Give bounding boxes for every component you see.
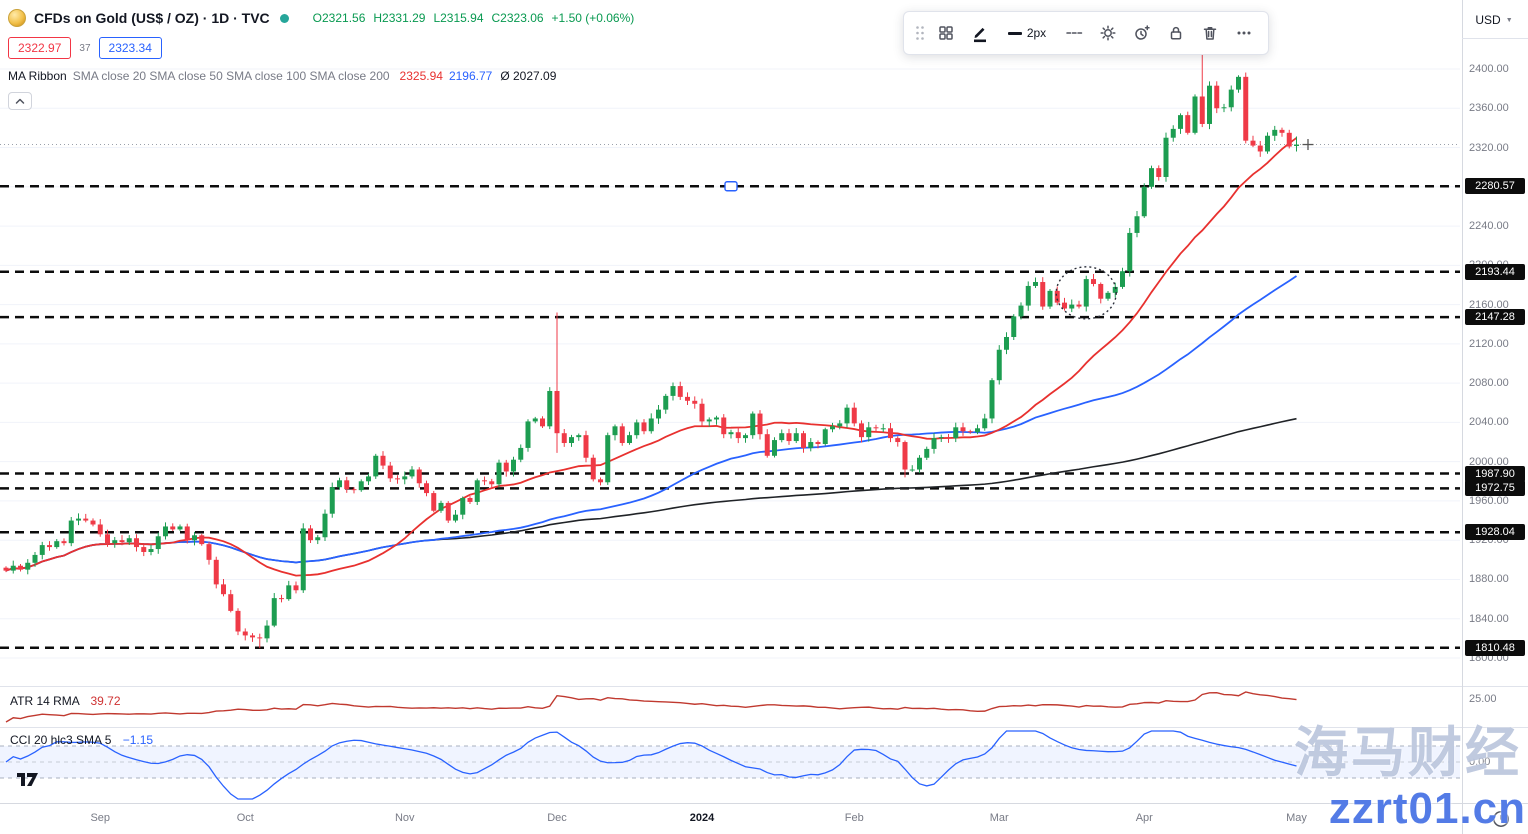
- ma-ribbon-legend: MA Ribbon SMA close 20 SMA close 50 SMA c…: [8, 69, 634, 83]
- price-level-badge: 2280.57: [1465, 178, 1525, 195]
- ohlc-high: H2331.29: [373, 11, 426, 25]
- symbol-row: CFDs on Gold (US$ / OZ) · 1D · TVC O2321…: [8, 8, 634, 28]
- sell-button[interactable]: 2322.97: [8, 37, 72, 59]
- ohlc-open: O2321.56: [312, 11, 366, 25]
- cci-tick-label: 0.00: [1469, 756, 1491, 768]
- price-tick-label: 2160.00: [1469, 298, 1509, 311]
- dashed-line-icon: [1066, 32, 1083, 34]
- time-axis[interactable]: Sep Oct Nov Dec 2024 Feb Mar Apr May: [0, 803, 1528, 834]
- style-template-button[interactable]: [930, 17, 962, 49]
- ohlc-values: O2321.56 H2331.29 L2315.94 C2323.06 +1.5…: [313, 11, 635, 25]
- atr-value: 39.72: [90, 694, 121, 708]
- currency-label: USD: [1475, 13, 1501, 27]
- drag-handle-icon[interactable]: [912, 17, 928, 49]
- alert-clock-plus-icon: [1135, 25, 1150, 40]
- currency-selector[interactable]: USD ▼: [1464, 6, 1524, 34]
- ohlc-low: L2315.94: [433, 11, 484, 25]
- price-tick-label: 1960.00: [1469, 494, 1509, 507]
- clock-icon[interactable]: [1492, 810, 1510, 828]
- gear-icon: [1100, 25, 1116, 41]
- time-axis-label: Feb: [844, 812, 864, 824]
- time-axis-label: Oct: [236, 812, 254, 824]
- settings-button[interactable]: [1092, 17, 1124, 49]
- ma-ribbon-title: MA Ribbon: [8, 69, 67, 83]
- price-level-badge: 1928.04: [1465, 524, 1525, 541]
- price-tick-label: 2080.00: [1469, 377, 1509, 390]
- price-axis[interactable]: 2400.002360.002320.002280.002240.002200.…: [1462, 0, 1528, 834]
- drawing-toolbar: 2px: [903, 11, 1269, 55]
- line-width-label: 2px: [1026, 26, 1047, 40]
- ma-ribbon-value-50: 2196.77: [448, 69, 493, 83]
- tradingview-logo[interactable]: [16, 770, 40, 793]
- line-sample-icon: [1007, 31, 1022, 35]
- line-width-button[interactable]: 2px: [998, 17, 1056, 49]
- time-axis-label: Nov: [394, 812, 415, 824]
- price-tick-label: 2400.00: [1469, 63, 1509, 75]
- template-grid-icon: [939, 26, 953, 40]
- spread-value: 37: [79, 42, 91, 54]
- price-level-badge: 1972.75: [1465, 480, 1525, 497]
- collapse-legend-button[interactable]: [8, 92, 32, 110]
- cci-value: −1.15: [122, 733, 154, 747]
- lock-icon: [1170, 26, 1182, 40]
- price-level-badge: 2147.28: [1465, 309, 1525, 326]
- ma-ribbon-value-20: 2325.94: [399, 69, 443, 83]
- time-axis-label: May: [1286, 812, 1307, 824]
- chart-legend: CFDs on Gold (US$ / OZ) · 1D · TVC O2321…: [8, 8, 634, 110]
- time-axis-label: 2024: [689, 812, 715, 824]
- atr-legend: ATR 14 RMA 39.72: [10, 694, 121, 708]
- price-level-badge: 2193.44: [1465, 263, 1525, 280]
- time-axis-label: Apr: [1135, 812, 1153, 824]
- time-axis-label: Sep: [90, 812, 111, 824]
- chevron-up-icon: [15, 98, 25, 104]
- color-picker-button[interactable]: [964, 17, 996, 49]
- lock-button[interactable]: [1160, 17, 1192, 49]
- time-axis-label: Mar: [989, 812, 1009, 824]
- atr-tick-label: 25.00: [1469, 693, 1497, 706]
- price-level-badge: 1987.90: [1465, 465, 1525, 482]
- ma-ribbon-params: SMA close 20 SMA close 50 SMA close 100 …: [72, 69, 390, 83]
- time-axis-label: Dec: [547, 812, 567, 824]
- ohlc-close: C2323.06: [491, 11, 544, 25]
- market-status-icon: [279, 13, 289, 23]
- price-tick-label: 2240.00: [1469, 220, 1509, 233]
- ma-ribbon-value-200: Ø 2027.09: [500, 69, 557, 83]
- cci-legend: CCI 20 hlc3 SMA 5 −1.15: [10, 733, 153, 747]
- buy-button[interactable]: 2323.34: [98, 37, 162, 59]
- add-alert-button[interactable]: [1126, 17, 1158, 49]
- price-tick-label: 2040.00: [1469, 416, 1509, 429]
- price-tick-label: 2000.00: [1469, 455, 1509, 468]
- chevron-down-icon: ▼: [1505, 16, 1513, 24]
- delete-button[interactable]: [1194, 17, 1226, 49]
- price-tick-label: 2120.00: [1469, 337, 1509, 350]
- quote-row: 2322.97 37 2323.34: [8, 37, 634, 59]
- price-tick-label: 2360.00: [1469, 102, 1509, 115]
- price-tick-label: 1840.00: [1469, 612, 1509, 625]
- ohlc-change: +1.50 (+0.06%): [551, 11, 635, 25]
- symbol-title[interactable]: CFDs on Gold (US$ / OZ) · 1D · TVC: [34, 10, 270, 26]
- tradingview-logo-icon: [17, 773, 38, 786]
- line-style-button[interactable]: [1058, 17, 1090, 49]
- pencil-icon: [974, 27, 986, 43]
- atr-title: ATR 14 RMA: [10, 694, 80, 708]
- price-tick-label: 2320.00: [1469, 141, 1509, 154]
- trash-icon: [1203, 27, 1217, 40]
- ellipsis-icon: [1237, 31, 1251, 35]
- price-tick-label: 1880.00: [1469, 573, 1509, 586]
- cci-title: CCI 20 hlc3 SMA 5: [10, 733, 112, 747]
- gold-coin-icon: [8, 9, 26, 27]
- price-level-badge: 1810.48: [1465, 639, 1525, 656]
- axis-header-separator: [1462, 38, 1528, 39]
- more-options-button[interactable]: [1228, 17, 1260, 49]
